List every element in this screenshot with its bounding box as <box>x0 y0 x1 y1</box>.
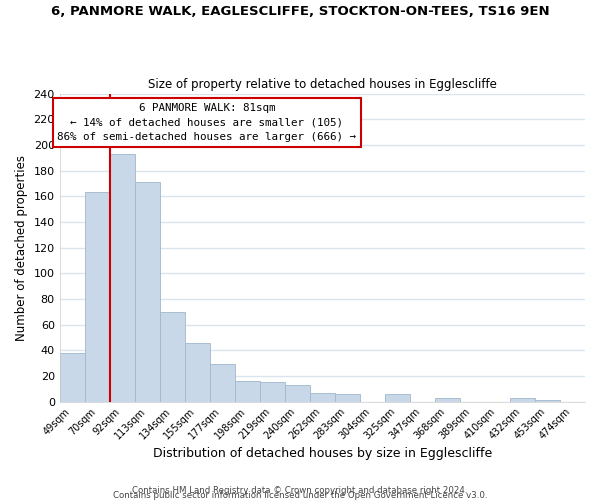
Bar <box>210 364 235 402</box>
Y-axis label: Number of detached properties: Number of detached properties <box>15 154 28 340</box>
Bar <box>385 394 410 402</box>
Bar <box>285 385 310 402</box>
Text: Contains public sector information licensed under the Open Government Licence v3: Contains public sector information licen… <box>113 491 487 500</box>
Bar <box>185 342 210 402</box>
X-axis label: Distribution of detached houses by size in Egglescliffe: Distribution of detached houses by size … <box>153 447 492 460</box>
Bar <box>310 392 335 402</box>
Title: Size of property relative to detached houses in Egglescliffe: Size of property relative to detached ho… <box>148 78 497 91</box>
Bar <box>59 353 85 402</box>
Bar <box>510 398 535 402</box>
Bar <box>260 382 285 402</box>
Bar <box>85 192 110 402</box>
Text: Contains HM Land Registry data © Crown copyright and database right 2024.: Contains HM Land Registry data © Crown c… <box>132 486 468 495</box>
Bar <box>435 398 460 402</box>
Bar <box>160 312 185 402</box>
Bar <box>335 394 360 402</box>
Bar <box>535 400 560 402</box>
Bar <box>110 154 135 402</box>
Bar <box>235 381 260 402</box>
Text: 6 PANMORE WALK: 81sqm  
← 14% of detached houses are smaller (105)
86% of semi-d: 6 PANMORE WALK: 81sqm ← 14% of detached … <box>57 103 356 142</box>
Text: 6, PANMORE WALK, EAGLESCLIFFE, STOCKTON-ON-TEES, TS16 9EN: 6, PANMORE WALK, EAGLESCLIFFE, STOCKTON-… <box>50 5 550 18</box>
Bar <box>135 182 160 402</box>
